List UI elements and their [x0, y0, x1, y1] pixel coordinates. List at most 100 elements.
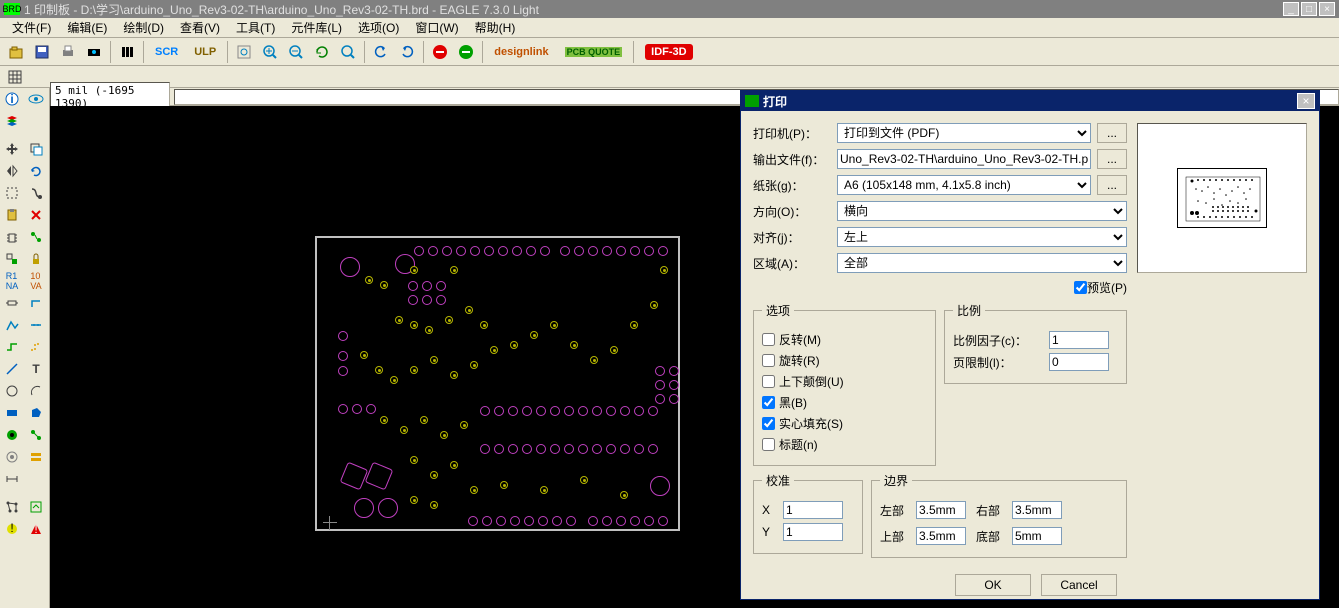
- menu-help[interactable]: 帮助(H): [467, 17, 524, 38]
- route-tool[interactable]: [0, 336, 24, 358]
- mirror-checkbox[interactable]: [762, 333, 775, 346]
- printer-browse-button[interactable]: ...: [1097, 123, 1127, 143]
- mark-tool[interactable]: [24, 110, 48, 132]
- page-limit-input[interactable]: [1049, 353, 1109, 371]
- name-tool[interactable]: R1NA: [0, 270, 24, 292]
- circle-tool[interactable]: [0, 380, 24, 402]
- value-tool[interactable]: 10VA: [24, 270, 48, 292]
- optimize-tool[interactable]: [24, 314, 48, 336]
- replace-tool[interactable]: [0, 248, 24, 270]
- border-top-input[interactable]: [916, 527, 966, 545]
- move-tool[interactable]: [0, 138, 24, 160]
- menu-edit[interactable]: 编辑(E): [59, 17, 115, 38]
- grid-icon[interactable]: [4, 67, 26, 87]
- align-select[interactable]: 左上: [837, 227, 1127, 247]
- stop-button[interactable]: [428, 40, 452, 64]
- border-left-input[interactable]: [916, 501, 966, 519]
- preview-checkbox[interactable]: [1074, 281, 1087, 294]
- miter-tool[interactable]: [24, 292, 48, 314]
- lock-tool[interactable]: [24, 248, 48, 270]
- wire-tool[interactable]: [0, 358, 24, 380]
- rect-tool[interactable]: [0, 402, 24, 424]
- dialog-titlebar[interactable]: 打印 ×: [741, 91, 1319, 111]
- scr-button[interactable]: SCR: [148, 40, 185, 64]
- ok-button[interactable]: OK: [955, 574, 1031, 596]
- pinswap-tool[interactable]: [24, 226, 48, 248]
- erc-tool[interactable]: !: [0, 518, 24, 540]
- paper-browse-button[interactable]: ...: [1097, 175, 1127, 195]
- orientation-select[interactable]: 横向: [837, 201, 1127, 221]
- dialog-close-button[interactable]: ×: [1297, 93, 1315, 109]
- hole-tool[interactable]: [0, 446, 24, 468]
- mirror-tool[interactable]: [0, 160, 24, 182]
- border-bottom-input[interactable]: [1012, 527, 1062, 545]
- auto-tool[interactable]: [24, 496, 48, 518]
- cam-button[interactable]: [82, 40, 106, 64]
- menu-library[interactable]: 元件库(L): [283, 17, 350, 38]
- group-tool[interactable]: [0, 182, 24, 204]
- text-tool[interactable]: T: [24, 358, 48, 380]
- change-tool[interactable]: [24, 182, 48, 204]
- go-button[interactable]: [454, 40, 478, 64]
- save-button[interactable]: [30, 40, 54, 64]
- undo-button[interactable]: [369, 40, 393, 64]
- area-select[interactable]: 全部: [837, 253, 1127, 273]
- pcbquote-button[interactable]: PCB QUOTE: [558, 40, 630, 64]
- cancel-button[interactable]: Cancel: [1041, 574, 1117, 596]
- ripup-tool[interactable]: [24, 336, 48, 358]
- paper-select[interactable]: A6 (105x148 mm, 4.1x5.8 inch): [837, 175, 1091, 195]
- split-tool[interactable]: [0, 314, 24, 336]
- scale-factor-input[interactable]: [1049, 331, 1109, 349]
- meander-tool[interactable]: [24, 468, 48, 490]
- polygon-tool[interactable]: [24, 402, 48, 424]
- arc-tool[interactable]: [24, 380, 48, 402]
- delete-tool[interactable]: [24, 204, 48, 226]
- board-button[interactable]: [115, 40, 139, 64]
- dimension-tool[interactable]: [0, 468, 24, 490]
- attribute-tool[interactable]: [24, 446, 48, 468]
- cal-x-input[interactable]: [783, 501, 843, 519]
- via-tool[interactable]: [0, 424, 24, 446]
- menu-draw[interactable]: 绘制(D): [115, 17, 172, 38]
- print-button[interactable]: [56, 40, 80, 64]
- info-tool[interactable]: i: [0, 88, 24, 110]
- menu-file[interactable]: 文件(F): [4, 17, 59, 38]
- menu-options[interactable]: 选项(O): [350, 17, 407, 38]
- close-button[interactable]: ×: [1319, 2, 1335, 16]
- menu-tools[interactable]: 工具(T): [228, 17, 283, 38]
- zoom-out-button[interactable]: [284, 40, 308, 64]
- solid-checkbox[interactable]: [762, 417, 775, 430]
- show-tool[interactable]: [24, 88, 48, 110]
- layer-tool[interactable]: [0, 110, 24, 132]
- idf3d-button[interactable]: IDF-3D: [638, 40, 699, 64]
- border-right-input[interactable]: [1012, 501, 1062, 519]
- output-browse-button[interactable]: ...: [1097, 149, 1127, 169]
- menu-window[interactable]: 窗口(W): [407, 17, 466, 38]
- ulp-button[interactable]: ULP: [187, 40, 223, 64]
- menu-view[interactable]: 查看(V): [172, 17, 228, 38]
- zoom-redraw-button[interactable]: [310, 40, 334, 64]
- zoom-fit-button[interactable]: [232, 40, 256, 64]
- signal-tool[interactable]: [24, 424, 48, 446]
- minimize-button[interactable]: _: [1283, 2, 1299, 16]
- copy-tool[interactable]: [24, 138, 48, 160]
- output-file-input[interactable]: [837, 149, 1091, 169]
- open-button[interactable]: [4, 40, 28, 64]
- ratsnest-tool[interactable]: [0, 496, 24, 518]
- upside-checkbox[interactable]: [762, 375, 775, 388]
- zoom-select-button[interactable]: [336, 40, 360, 64]
- printer-select[interactable]: 打印到文件 (PDF): [837, 123, 1091, 143]
- cal-y-input[interactable]: [783, 523, 843, 541]
- maximize-button[interactable]: □: [1301, 2, 1317, 16]
- add-tool[interactable]: [0, 226, 24, 248]
- black-checkbox[interactable]: [762, 396, 775, 409]
- designlink-button[interactable]: designlink: [487, 40, 555, 64]
- caption-checkbox[interactable]: [762, 438, 775, 451]
- redo-button[interactable]: [395, 40, 419, 64]
- paste-tool[interactable]: [0, 204, 24, 226]
- errors-tool[interactable]: !: [24, 518, 48, 540]
- zoom-in-button[interactable]: [258, 40, 282, 64]
- rotate-tool[interactable]: [24, 160, 48, 182]
- rotate-checkbox[interactable]: [762, 354, 775, 367]
- smash-tool[interactable]: [0, 292, 24, 314]
